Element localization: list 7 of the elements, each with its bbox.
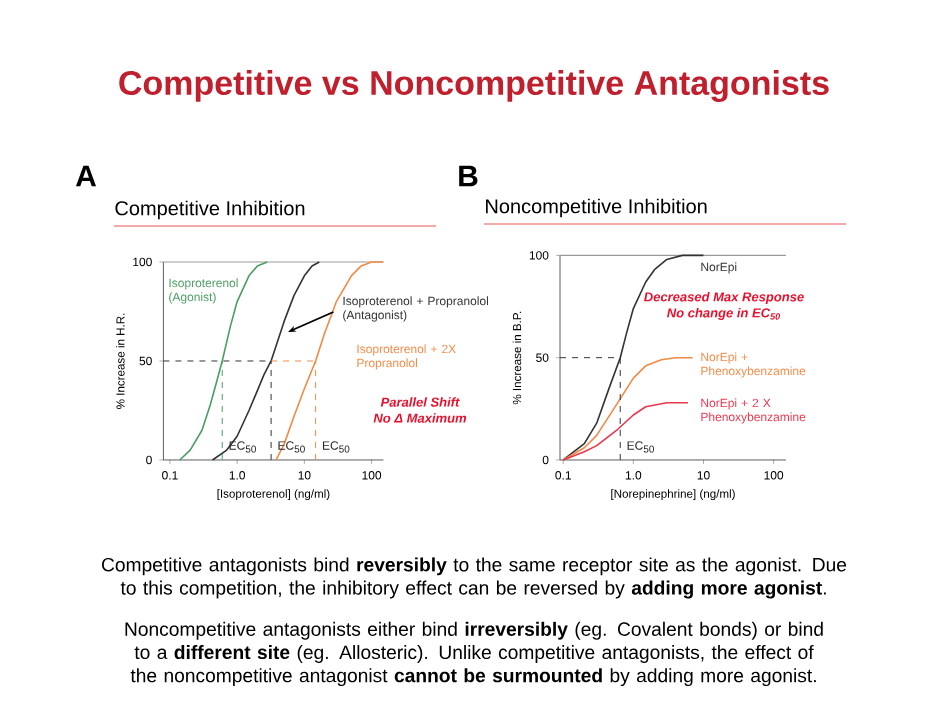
text: A: [75, 165, 97, 187]
text: Competitive vs Noncompetitive Antagonists: [119, 70, 829, 102]
text: Noncompetitive antagonists either bind irreversibly (eg. Covalent bonds) or bind to a different site (eg. Allosteric). Unlike competitive antagonists, the effect of the noncompetitive antagonist cannot be surmounted by adding more agonist.: [125, 621, 823, 687]
text: Competitive antagonists bind reversibly to the same receptor site as the agonist. Due to this competition, the inhibitory effect can be reversed by adding more agonist.: [101, 557, 847, 599]
text: B: [459, 165, 478, 187]
chart-title: Noncompetitive Inhibition: [486, 198, 707, 218]
chart-title: Competitive Inhibition: [115, 200, 305, 220]
